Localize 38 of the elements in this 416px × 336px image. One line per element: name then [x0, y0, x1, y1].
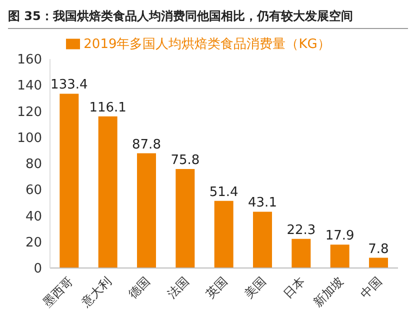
data-label: 43.1 [248, 196, 277, 211]
y-tick-label: 40 [25, 209, 42, 224]
data-label: 7.8 [368, 242, 389, 257]
data-label: 17.9 [325, 228, 354, 244]
x-tick-label: 法国 [164, 274, 192, 302]
bar [330, 244, 350, 268]
bar [60, 94, 79, 268]
bar [292, 238, 311, 268]
x-tick-label: 美国 [242, 274, 269, 302]
bar [98, 116, 118, 268]
chart-title: 图 35：我国烘焙类食品人均消费同他国相比，仍有较大发展空间 [8, 8, 408, 29]
data-label: 75.8 [170, 152, 200, 168]
x-tick-label: 意大利 [78, 274, 114, 310]
x-tick-label: 德国 [126, 274, 153, 302]
bar [253, 212, 272, 268]
bar [214, 200, 234, 268]
data-label: 51.4 [209, 184, 238, 200]
x-tick-label: 日本 [280, 274, 308, 302]
legend-label: 2019年多国人均烘焙类食品消费量（KG） [84, 37, 330, 52]
bar [137, 153, 156, 268]
data-label: 22.3 [286, 222, 316, 238]
x-tick-label: 墨西哥 [40, 274, 76, 310]
y-tick-label: 0 [34, 262, 42, 277]
x-tick-label: 新加坡 [310, 274, 346, 310]
y-tick-label: 80 [25, 157, 42, 172]
bar [369, 258, 388, 268]
y-tick-label: 20 [25, 235, 42, 250]
y-tick-label: 160 [17, 52, 42, 68]
y-tick-label: 100 [17, 130, 42, 146]
x-tick-label: 中国 [358, 274, 385, 302]
y-tick-label: 140 [17, 78, 42, 94]
data-label: 133.4 [50, 78, 88, 93]
data-label: 116.1 [89, 100, 126, 116]
y-tick-label: 60 [25, 183, 42, 198]
y-tick-label: 120 [17, 104, 42, 120]
bar [176, 168, 195, 268]
data-label: 87.8 [132, 137, 161, 152]
x-tick-label: 英国 [203, 274, 230, 302]
